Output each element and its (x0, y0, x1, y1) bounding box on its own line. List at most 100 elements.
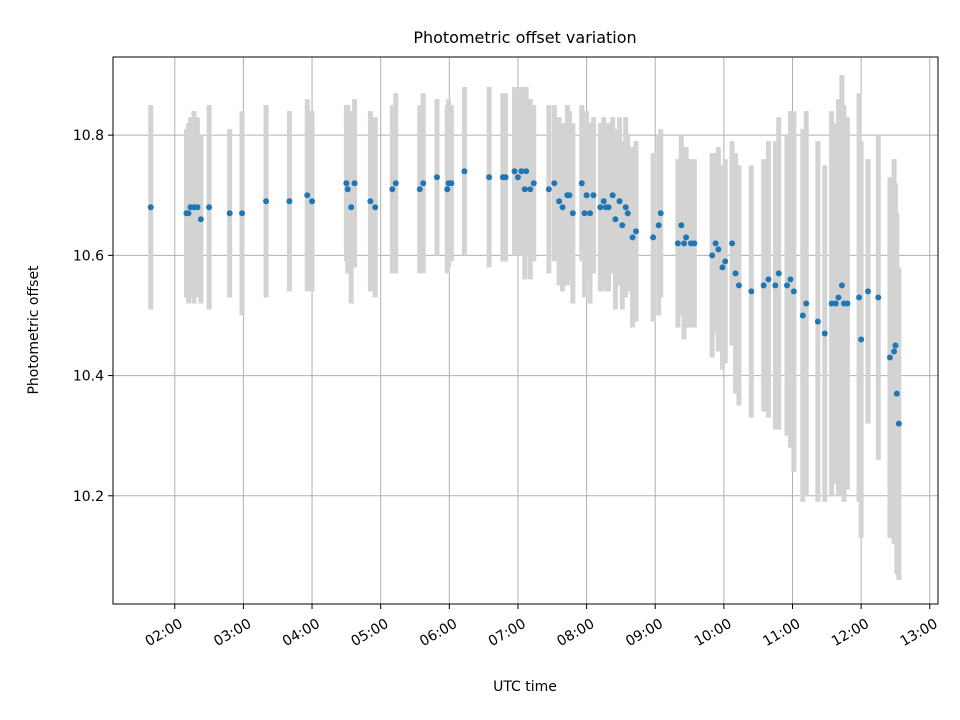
data-point (486, 174, 493, 181)
data-point (566, 192, 573, 199)
data-point (748, 288, 755, 295)
data-point (864, 288, 871, 295)
data-point (886, 354, 893, 361)
y-tick-label: 10.2 (73, 489, 104, 505)
data-point (545, 186, 552, 193)
data-point (678, 222, 685, 229)
data-point (814, 318, 821, 325)
data-point (709, 252, 716, 259)
data-point (581, 210, 588, 217)
data-point (605, 204, 612, 211)
data-point (633, 228, 640, 235)
data-point (619, 222, 626, 229)
data-point (844, 300, 851, 307)
data-point (803, 300, 810, 307)
data-point (832, 300, 839, 307)
data-point (263, 198, 270, 205)
data-point (772, 282, 779, 289)
data-point (838, 282, 845, 289)
data-point (304, 192, 311, 199)
data-point (712, 240, 719, 247)
data-point (226, 210, 233, 217)
data-point (892, 342, 899, 349)
data-point (715, 246, 722, 253)
data-point (389, 186, 396, 193)
x-axis-label: UTC time (493, 679, 557, 695)
data-point (835, 294, 842, 301)
data-point (719, 264, 726, 271)
data-point (392, 180, 399, 187)
data-point (578, 180, 585, 187)
data-point (674, 240, 681, 247)
plot-frame (112, 56, 939, 605)
data-point (433, 174, 440, 181)
data-point (799, 312, 806, 319)
data-point (760, 282, 767, 289)
data-point (609, 192, 616, 199)
point-layer (147, 168, 902, 427)
data-point (420, 180, 427, 187)
data-point (790, 288, 797, 295)
data-point (194, 204, 201, 211)
data-point (765, 276, 772, 283)
data-point (559, 204, 566, 211)
data-point (502, 174, 509, 181)
data-point (344, 186, 351, 193)
data-point (527, 186, 534, 193)
data-point (530, 180, 537, 187)
data-point (858, 336, 865, 343)
data-point (893, 390, 900, 397)
data-point (511, 168, 518, 175)
data-point (239, 210, 246, 217)
y-axis-label: Photometric offset (26, 265, 42, 395)
data-point (197, 216, 204, 223)
data-point (775, 270, 782, 277)
data-point (616, 198, 623, 205)
y-tick-label: 10.6 (73, 248, 104, 264)
data-point (624, 210, 631, 217)
data-point (551, 180, 558, 187)
data-point (372, 204, 379, 211)
data-point (587, 210, 594, 217)
y-tick-label: 10.4 (73, 369, 104, 385)
y-axis-ticks: 10.2 10.4 10.6 10.8 (73, 128, 113, 505)
data-point (416, 186, 423, 193)
data-point (444, 186, 451, 193)
data-point (206, 204, 213, 211)
data-point (351, 180, 358, 187)
data-point (583, 192, 590, 199)
data-point (650, 234, 657, 241)
data-point (521, 186, 528, 193)
chart-title: Photometric offset variation (413, 28, 636, 47)
data-point (875, 294, 882, 301)
data-point (518, 168, 525, 175)
data-point (683, 234, 690, 241)
data-point (590, 192, 597, 199)
data-point (514, 174, 521, 181)
data-point (722, 258, 729, 265)
data-point (597, 204, 604, 211)
data-point (523, 168, 530, 175)
data-point (348, 204, 355, 211)
data-point (309, 198, 316, 205)
data-point (147, 204, 154, 211)
data-point (895, 420, 902, 427)
data-point (622, 204, 629, 211)
data-point (732, 270, 739, 277)
data-point (286, 198, 293, 205)
data-point (461, 168, 468, 175)
data-point (784, 282, 791, 289)
data-point (735, 282, 742, 289)
data-point (556, 198, 563, 205)
data-point (821, 330, 828, 337)
data-point (856, 294, 863, 301)
data-point (691, 240, 698, 247)
data-point (612, 216, 619, 223)
data-point (828, 300, 835, 307)
data-point (569, 210, 576, 217)
data-point (185, 210, 192, 217)
data-point (448, 180, 455, 187)
data-point (367, 198, 374, 205)
